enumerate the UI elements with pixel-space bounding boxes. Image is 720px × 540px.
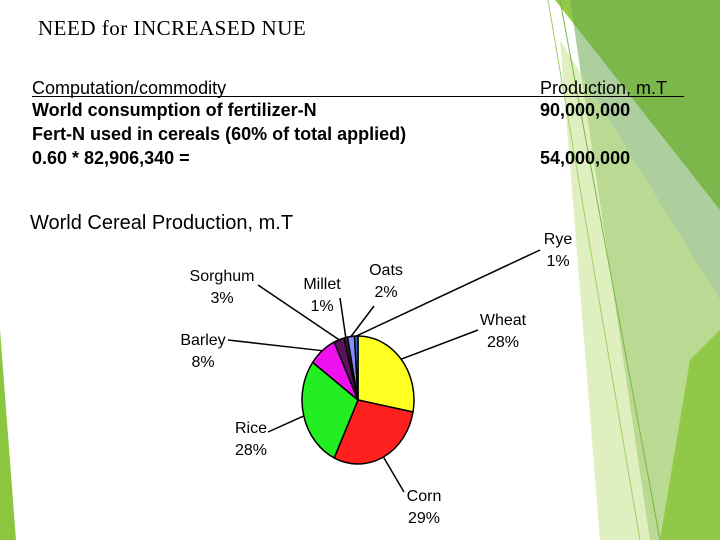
label-rice: Rice 28% [228,418,274,462]
label-corn: Corn 29% [396,486,452,530]
label-wheat-name: Wheat [479,312,527,329]
leader-line-barley [227,339,323,352]
label-sorghum-value: 3% [210,290,234,307]
label-oats-value: 2% [374,284,398,301]
deco-shape-left-bottom [0,330,16,540]
leader-line-oats [350,305,375,337]
deco-line-1 [559,0,661,540]
label-rye-value: 1% [546,253,570,270]
row-label-computation: 0.60 * 82,906,340 = [32,148,190,168]
label-sorghum-name: Sorghum [189,268,255,285]
column-header-production: Production, m.T [540,78,668,98]
label-millet-name: Millet [303,276,341,293]
section-title: World Cereal Production, m.T [30,212,294,234]
label-barley-value: 8% [191,354,215,371]
leader-line-corn [382,456,405,493]
column-header-commodity: Computation/commodity [32,78,227,98]
row-value-computation: 54,000,000 [540,148,631,168]
label-oats-name: Oats [369,262,403,279]
row-value-fertilizer: 90,000,000 [540,100,631,120]
label-millet: Millet 1% [292,274,352,318]
pie-slice-rice [301,361,359,459]
label-oats: Oats 2% [360,260,412,304]
leader-line-sorghum [257,284,340,341]
label-sorghum: Sorghum 3% [172,266,272,310]
leader-line-wheat [400,329,479,360]
header-rule [32,96,684,97]
leader-line-rye [355,249,541,337]
label-rye-name: Rye [543,231,573,248]
leader-line-millet [339,297,347,338]
label-rice-value: 28% [234,442,268,459]
label-millet-value: 1% [310,298,334,315]
deco-shape-bottom [660,330,720,540]
label-wheat: Wheat 28% [470,310,536,354]
label-barley-name: Barley [180,332,226,349]
slide-title: NEED for INCREASED NUE [38,16,307,40]
label-barley: Barley 8% [172,330,234,374]
deco-shape-right-light [560,40,720,540]
label-wheat-value: 28% [486,334,520,351]
label-rye: Rye 1% [532,229,584,273]
row-label-fertilizer: World consumption of fertilizer-N [32,100,317,120]
row-label-cereals: Fert-N used in cereals (60% of total app… [32,124,407,144]
label-rice-name: Rice [234,420,267,437]
leader-line-rice [267,415,305,433]
pie-slice-wheat [357,335,415,413]
deco-line-2 [547,0,641,540]
label-corn-value: 29% [407,510,441,527]
label-corn-name: Corn [406,488,442,505]
